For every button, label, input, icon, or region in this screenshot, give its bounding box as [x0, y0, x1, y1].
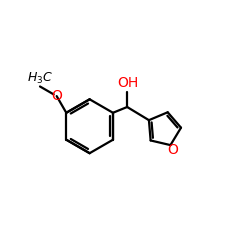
- Text: O: O: [51, 89, 62, 103]
- Text: OH: OH: [118, 76, 139, 90]
- Text: O: O: [167, 143, 178, 157]
- Text: $H_3C$: $H_3C$: [27, 71, 53, 86]
